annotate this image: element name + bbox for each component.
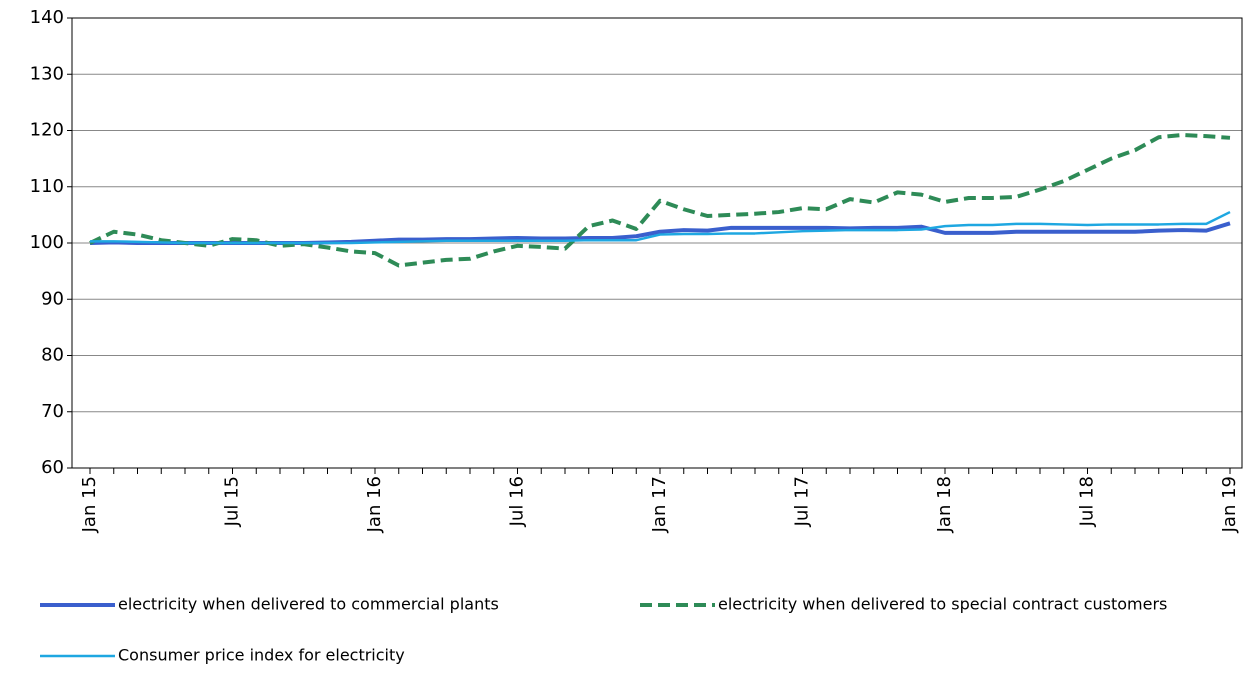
y-tick-label: 70 [41, 401, 64, 422]
series-line [89, 133, 1231, 268]
legend-label: Consumer price index for electricity [118, 646, 405, 665]
x-tick-label: Jan 19 [1219, 476, 1240, 533]
legend-label: electricity when delivered to commercial… [118, 595, 499, 614]
y-tick-label: 140 [30, 7, 64, 28]
series-line [90, 210, 1231, 245]
y-tick-label: 100 [30, 232, 64, 253]
y-tick-label: 90 [41, 288, 64, 309]
x-tick-label: Jan 17 [649, 476, 670, 533]
y-tick-label: 120 [30, 120, 64, 141]
x-tick-label: Jul 16 [507, 476, 528, 527]
x-tick-label: Jan 15 [79, 476, 100, 533]
y-tick-label: 60 [41, 457, 64, 478]
x-tick-label: Jul 15 [222, 476, 243, 527]
legend-label: electricity when delivered to special co… [718, 595, 1167, 614]
y-tick-label: 130 [30, 63, 64, 84]
x-tick-label: Jul 18 [1077, 476, 1098, 527]
y-tick-label: 80 [41, 345, 64, 366]
x-tick-label: Jan 16 [364, 476, 385, 533]
series-line [89, 221, 1231, 245]
x-tick-label: Jan 18 [934, 476, 955, 533]
y-tick-label: 110 [30, 176, 64, 197]
x-tick-label: Jul 17 [792, 476, 813, 527]
plot-frame [71, 17, 1243, 469]
